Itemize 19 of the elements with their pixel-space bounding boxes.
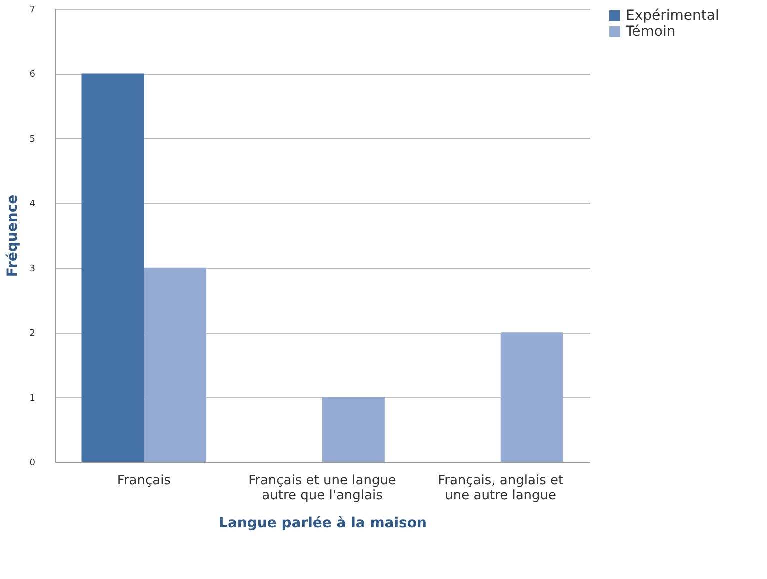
bar [144, 268, 207, 462]
y-tick-label: 1 [30, 394, 36, 404]
x-tick-label: Français et une langue autre que l'anglais [248, 474, 396, 504]
y-tick-label: 0 [30, 458, 36, 468]
y-tick-label: 4 [30, 200, 36, 210]
legend-label: Expérimental [626, 8, 720, 24]
x-tick-label: Français, anglais et une autre langue [438, 474, 564, 504]
y-tick-label: 3 [30, 264, 36, 274]
y-tick-label: 2 [30, 329, 36, 340]
y-tick-label: 7 [30, 6, 36, 16]
y-tick-label: 5 [30, 134, 36, 145]
x-axis-title: Langue parlée à la maison [219, 516, 427, 532]
legend-label: Témoin [625, 24, 676, 40]
bar [500, 332, 564, 462]
bar [82, 74, 144, 462]
x-tick-label: Français [117, 474, 172, 488]
bar [322, 397, 385, 462]
y-axis-title: Fréquence [4, 194, 21, 278]
y-tick-label: 6 [30, 70, 36, 80]
